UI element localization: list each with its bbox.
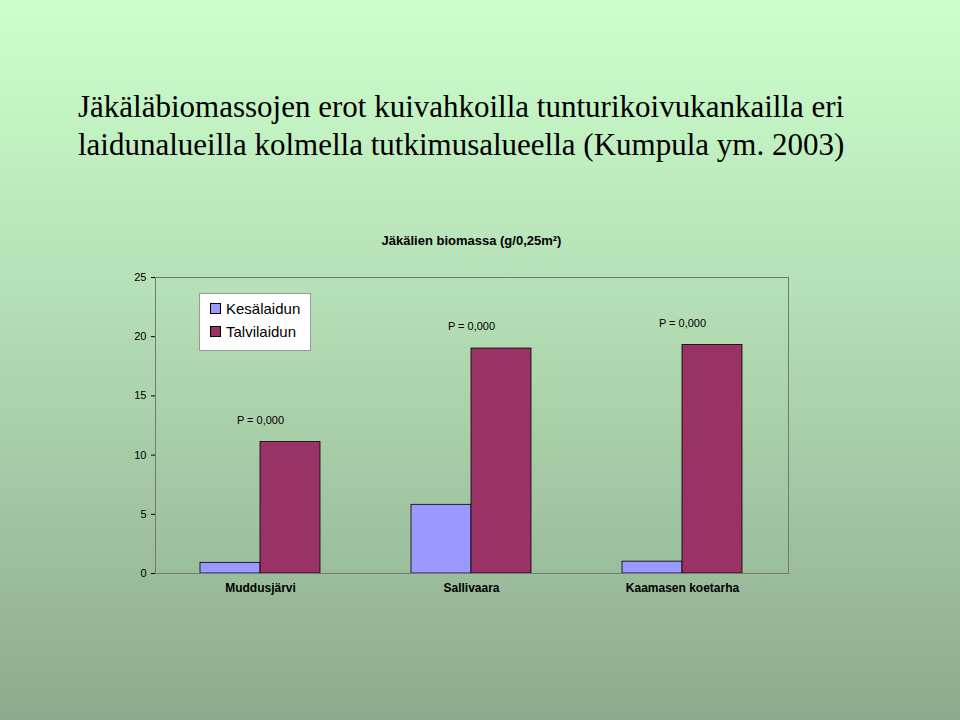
- svg-text:Muddusjärvi: Muddusjärvi: [225, 581, 296, 595]
- svg-text:P = 0,000: P = 0,000: [237, 414, 284, 426]
- svg-text:Sallivaara: Sallivaara: [443, 581, 499, 595]
- html-text:Talvilaidun: Talvilaidun: [226, 323, 296, 340]
- svg-text:P = 0,000: P = 0,000: [448, 320, 495, 332]
- svg-text:P = 0,000: P = 0,000: [659, 317, 706, 329]
- svg-text:15: 15: [134, 389, 146, 401]
- svg-text:20: 20: [134, 330, 146, 342]
- svg-text:25: 25: [134, 271, 146, 283]
- svg-text:10: 10: [134, 449, 146, 461]
- html-text:Kesälaidun: Kesälaidun: [226, 300, 301, 317]
- svg-text:0: 0: [140, 567, 146, 579]
- html-text:Jäkälien biomassa (g/0,25m²): Jäkälien biomassa (g/0,25m²): [381, 233, 562, 248]
- html-text:Jäkäläbiomassojen erot kuivahk: Jäkäläbiomassojen erot kuivahkoilla tunt…: [78, 89, 845, 162]
- svg-text:5: 5: [140, 508, 146, 520]
- svg-text:Kaamasen koetarha: Kaamasen koetarha: [626, 581, 740, 595]
